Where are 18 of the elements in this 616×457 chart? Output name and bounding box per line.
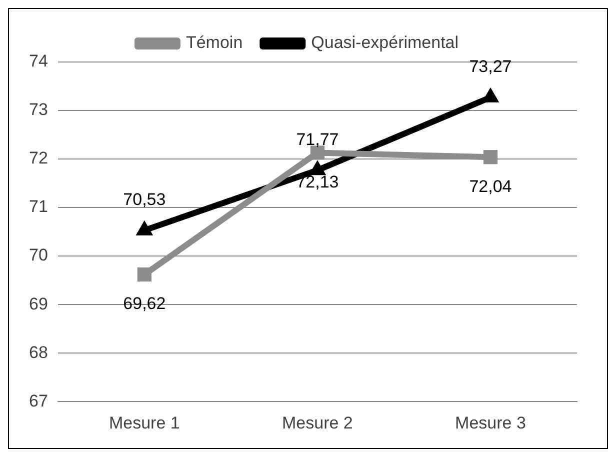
y-tick-label: 72 xyxy=(28,148,48,168)
data-label: 70,53 xyxy=(123,190,166,210)
x-tick-label: Mesure 3 xyxy=(455,413,526,432)
y-tick-label: 74 xyxy=(28,52,48,71)
y-tick-label: 68 xyxy=(28,342,48,362)
data-label: 69,62 xyxy=(123,294,166,314)
y-tick-label: 69 xyxy=(28,294,48,314)
data-label: 72,04 xyxy=(469,176,512,196)
data-label: 71,77 xyxy=(296,130,339,149)
legend-label: Témoin xyxy=(186,33,243,52)
y-tick-label: 73 xyxy=(28,100,48,120)
y-tick-label: 70 xyxy=(28,246,48,265)
legend-label: Quasi-expérimental xyxy=(311,33,459,52)
x-tick-label: Mesure 1 xyxy=(108,413,180,432)
y-tick-label: 67 xyxy=(28,391,48,410)
x-tick-label: Mesure 2 xyxy=(282,413,353,432)
y-tick-label: 71 xyxy=(28,197,48,216)
data-label: 73,27 xyxy=(469,57,512,76)
